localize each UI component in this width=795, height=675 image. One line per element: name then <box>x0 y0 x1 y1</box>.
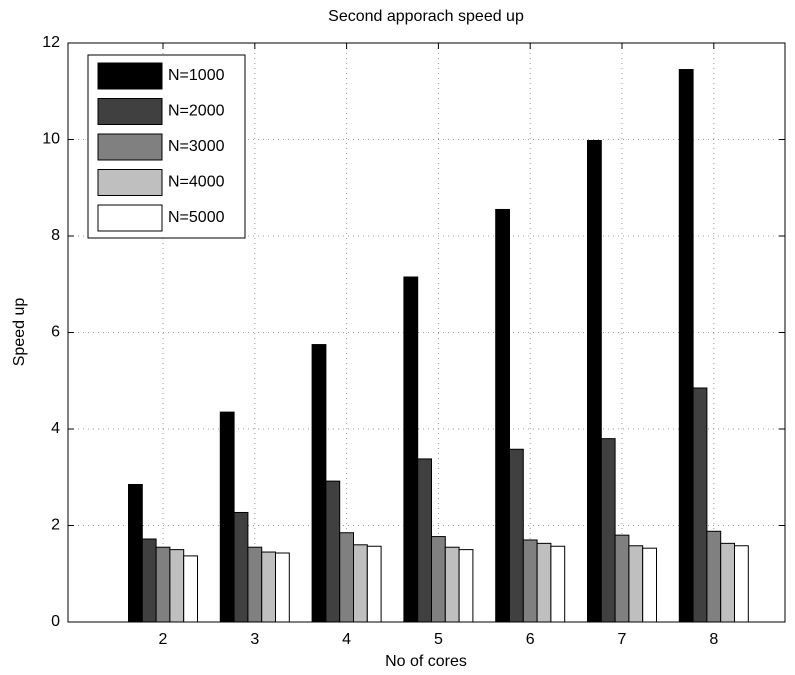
bar <box>600 438 616 623</box>
bar <box>628 545 644 623</box>
bar <box>550 545 566 623</box>
legend-label: N=1000 <box>168 67 225 84</box>
bar <box>275 552 290 623</box>
legend-swatch <box>97 204 163 232</box>
legend-swatch <box>97 98 163 125</box>
bar <box>642 547 658 623</box>
bar <box>183 555 198 623</box>
bar <box>141 538 157 623</box>
bar <box>536 542 552 623</box>
bar <box>311 344 327 623</box>
bar <box>720 542 736 623</box>
bar <box>325 480 341 623</box>
x-tick-label: 4 <box>342 631 351 648</box>
bar <box>431 536 446 623</box>
bar <box>678 69 694 623</box>
y-tick-label: 10 <box>42 131 60 148</box>
bar <box>706 530 722 623</box>
y-tick-label: 8 <box>51 227 60 244</box>
y-tick-label: 0 <box>51 613 60 630</box>
x-tick-label: 2 <box>159 631 168 648</box>
legend-swatch <box>97 62 163 90</box>
bar <box>522 539 538 623</box>
bar <box>169 549 185 623</box>
bar <box>509 448 524 623</box>
y-tick-label: 6 <box>51 324 60 341</box>
x-tick-label: 7 <box>618 631 627 648</box>
chart-title: Second apporach speed up <box>328 8 524 25</box>
x-tick-label: 8 <box>709 631 718 648</box>
bar <box>417 458 433 623</box>
bar <box>219 411 235 623</box>
legend-label: N=4000 <box>168 174 225 191</box>
plot-frame <box>67 42 786 623</box>
legend-swatch <box>97 133 163 161</box>
y-axis-label: Speed up <box>11 298 28 367</box>
y-tick-label: 12 <box>42 34 60 51</box>
bar <box>692 387 708 623</box>
bar <box>247 546 263 623</box>
bar <box>339 532 355 623</box>
x-tick-label: 3 <box>250 631 259 648</box>
legend-swatch <box>97 169 163 196</box>
bar <box>495 208 511 623</box>
legend-label: N=5000 <box>168 209 225 226</box>
y-tick-label: 2 <box>51 517 60 534</box>
x-tick-label: 6 <box>526 631 535 648</box>
legend-label: N=2000 <box>168 103 225 120</box>
bar <box>587 139 602 623</box>
x-axis-label: No of cores <box>385 653 467 670</box>
bar <box>444 546 460 623</box>
x-tick-label: 5 <box>434 631 443 648</box>
bar <box>353 544 368 623</box>
bar <box>261 551 277 623</box>
legend-label: N=3000 <box>168 138 225 155</box>
bar <box>614 534 630 623</box>
bar <box>366 545 382 623</box>
bar <box>458 549 474 623</box>
y-tick-label: 4 <box>51 420 60 437</box>
bar <box>233 511 249 623</box>
bar <box>128 483 143 623</box>
bar <box>734 545 749 623</box>
bar <box>403 276 419 623</box>
bar <box>155 546 171 623</box>
